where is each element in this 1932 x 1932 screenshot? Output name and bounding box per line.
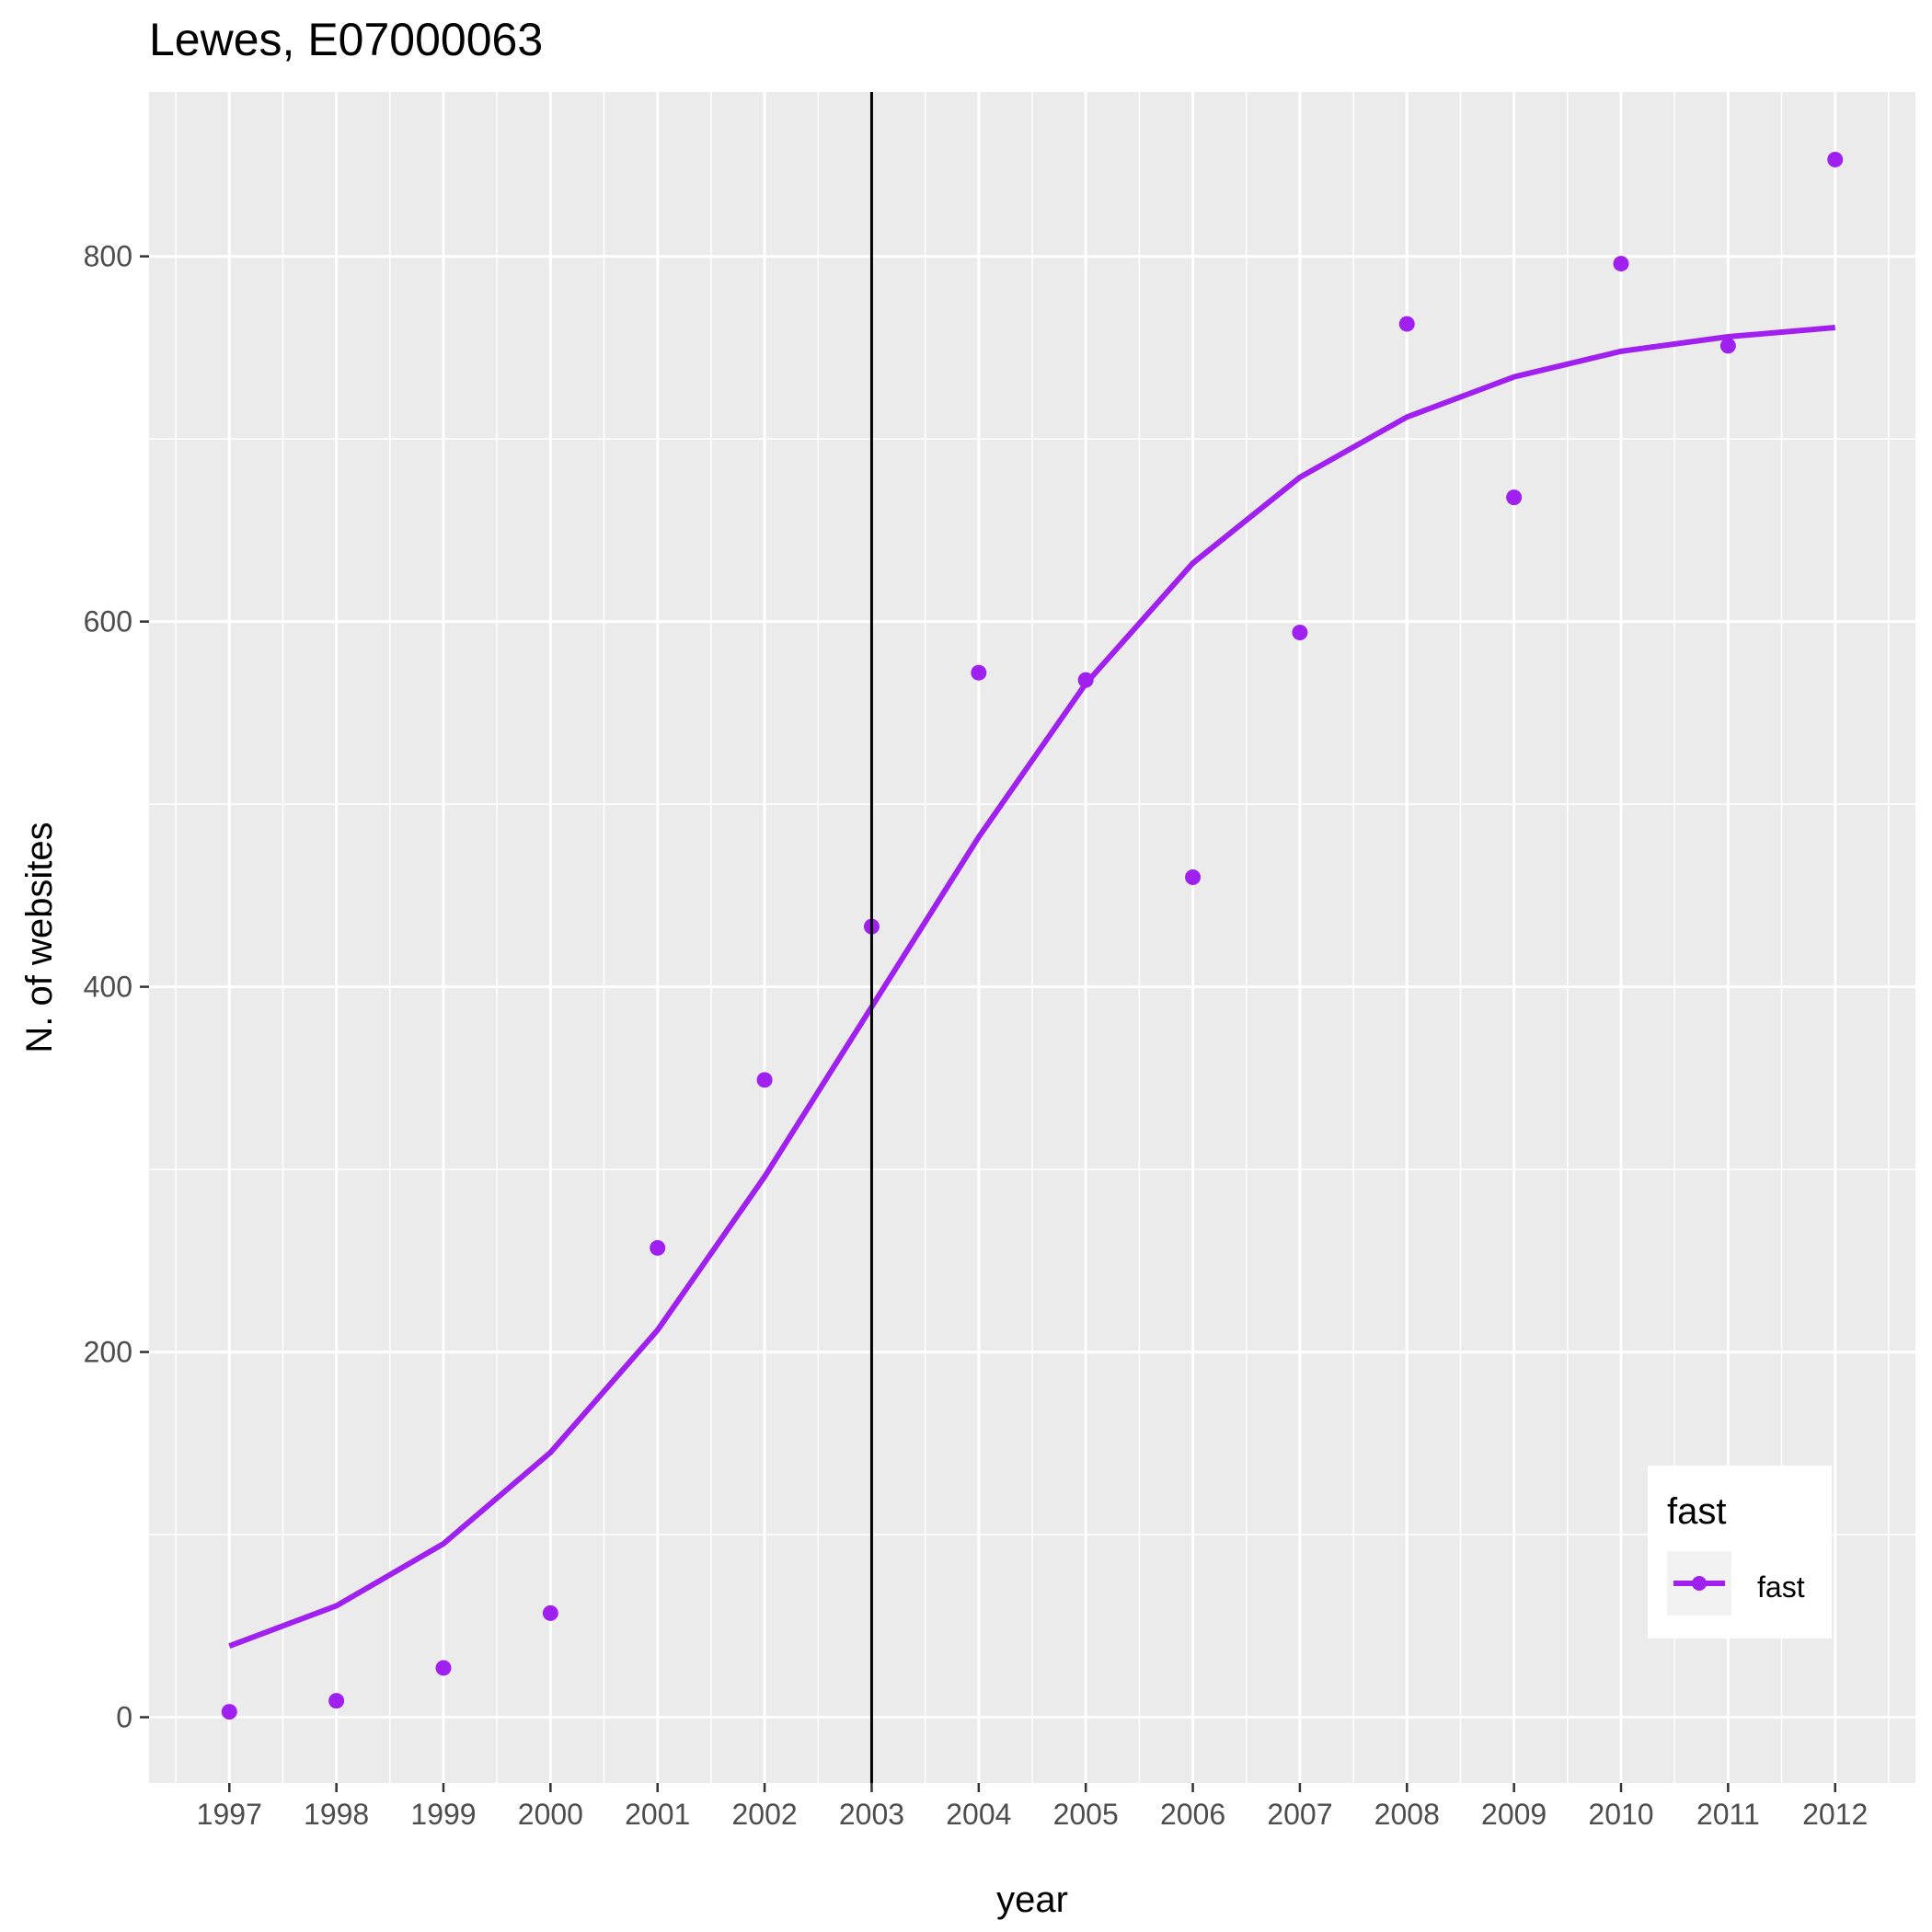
x-tick-label: 2000 bbox=[518, 1798, 583, 1831]
legend: fast fast bbox=[1648, 1466, 1832, 1639]
legend-title: fast bbox=[1667, 1491, 1726, 1532]
trend-layer bbox=[228, 325, 1835, 1649]
y-tick-label: 0 bbox=[116, 1701, 132, 1734]
x-axis-label: year bbox=[996, 1880, 1068, 1920]
y-tick-label: 400 bbox=[84, 971, 132, 1004]
data-point bbox=[1292, 625, 1308, 641]
x-tick-label: 2002 bbox=[731, 1798, 797, 1831]
y-tick-label: 800 bbox=[84, 240, 132, 273]
trend-line bbox=[228, 325, 1835, 1649]
x-tick-label: 2008 bbox=[1374, 1798, 1440, 1831]
x-tick-label: 1998 bbox=[304, 1798, 369, 1831]
x-tick-label: 2010 bbox=[1588, 1798, 1653, 1831]
x-tick-label: 2012 bbox=[1802, 1798, 1868, 1831]
data-point bbox=[650, 1239, 666, 1256]
data-point bbox=[1719, 338, 1736, 354]
x-axis: 1997 1998 1999 2000 2001 2002 2003 2004 2005 2006… bbox=[197, 1783, 1868, 1831]
legend-key-point bbox=[1692, 1576, 1707, 1591]
data-point bbox=[1827, 151, 1844, 167]
data-point bbox=[756, 1072, 773, 1088]
data-point bbox=[1506, 489, 1523, 506]
y-tick-label: 200 bbox=[84, 1336, 132, 1369]
x-tick-label: 2004 bbox=[946, 1798, 1011, 1831]
data-point bbox=[221, 1704, 237, 1720]
data-point bbox=[435, 1660, 452, 1676]
chart-title: Lewes, E07000063 bbox=[149, 14, 543, 65]
data-point bbox=[971, 664, 987, 681]
data-point bbox=[1077, 672, 1094, 688]
x-tick-label: 1997 bbox=[197, 1798, 262, 1831]
y-tick-label: 600 bbox=[84, 605, 132, 638]
y-axis-label: N. of websites bbox=[19, 822, 60, 1052]
data-point bbox=[542, 1604, 558, 1621]
x-tick-label: 2007 bbox=[1267, 1798, 1332, 1831]
legend-entry-label: fast bbox=[1757, 1570, 1805, 1604]
data-point bbox=[1398, 316, 1415, 332]
x-tick-label: 2001 bbox=[625, 1798, 690, 1831]
data-point bbox=[1613, 256, 1629, 272]
x-tick-label: 2009 bbox=[1481, 1798, 1547, 1831]
x-tick-label: 1999 bbox=[410, 1798, 476, 1831]
y-axis: 0 200 400 600 800 bbox=[84, 240, 149, 1734]
x-tick-label: 2005 bbox=[1053, 1798, 1119, 1831]
data-point bbox=[1185, 868, 1202, 885]
data-point bbox=[328, 1693, 345, 1709]
x-tick-label: 2006 bbox=[1160, 1798, 1225, 1831]
x-tick-label: 2011 bbox=[1696, 1798, 1760, 1831]
x-tick-label: 2003 bbox=[839, 1798, 904, 1831]
